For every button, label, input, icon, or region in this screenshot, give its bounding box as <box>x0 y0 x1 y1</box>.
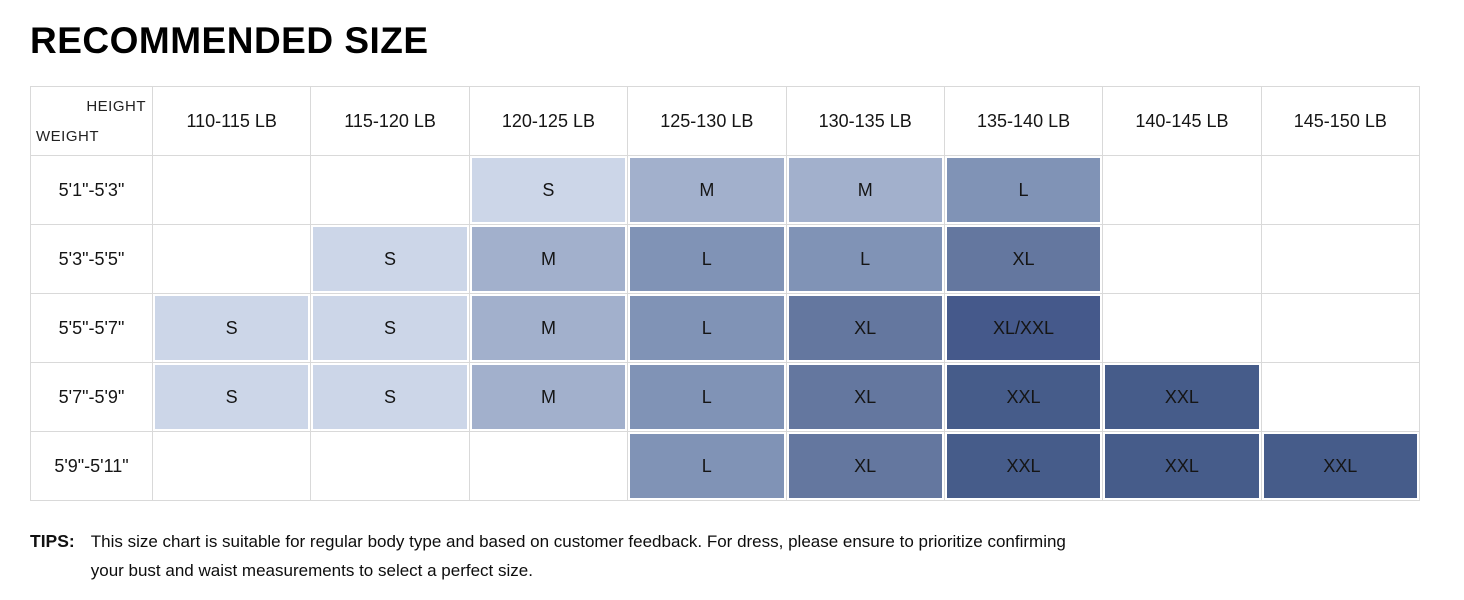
size-cell: S <box>151 362 312 432</box>
size-cell: XL <box>785 293 945 363</box>
size-cell: M <box>468 224 629 294</box>
tips-text: This size chart is suitable for regular … <box>91 527 1066 585</box>
row-header: 5'7"-5'9" <box>30 362 153 432</box>
table-row: 5'1"-5'3" S M M L <box>30 155 1421 225</box>
size-cell: S <box>310 362 470 432</box>
size-cell: XL <box>943 224 1104 294</box>
corner-weight-label: WEIGHT <box>36 128 99 145</box>
size-cell: L <box>785 224 945 294</box>
tips-line-2: your bust and waist measurements to sele… <box>90 561 533 580</box>
size-cell: XL/XXL <box>943 293 1104 363</box>
size-cell: XXL <box>1102 362 1262 432</box>
table-row: 5'9"-5'11" L XL XXL XXL XXL <box>30 431 1421 501</box>
table-header-row: HEIGHT WEIGHT 110-115 LB 115-120 LB 120-12… <box>30 86 1421 156</box>
page-title: RECOMMENDED SIZE <box>30 20 429 61</box>
size-cell: XL <box>785 362 945 432</box>
size-cell: XXL <box>1260 431 1421 501</box>
size-cell: M <box>468 293 629 363</box>
row-header: 5'1"-5'3" <box>30 155 153 225</box>
size-cell: M <box>468 362 629 432</box>
empty-cell <box>1260 155 1421 225</box>
size-cell: XXL <box>943 362 1104 432</box>
size-cell: XL <box>785 431 945 501</box>
table-row: 5'5"-5'7" S S M L XL XL/XXL <box>30 293 1421 363</box>
empty-cell <box>1260 293 1421 363</box>
column-header: 110-115 LB <box>151 86 312 156</box>
size-cell: M <box>785 155 945 225</box>
empty-cell <box>151 155 312 225</box>
empty-cell <box>151 431 312 501</box>
column-header: 135-140 LB <box>943 86 1104 156</box>
empty-cell <box>1260 224 1421 294</box>
tips-line-1: This size chart is suitable for regular … <box>90 532 1066 551</box>
size-cell: L <box>627 293 787 363</box>
size-chart-page: RECOMMENDED SIZE HEIGHT WEIGHT 110-115 L… <box>30 20 1434 585</box>
size-cell: XXL <box>1102 431 1262 501</box>
size-cell: L <box>627 224 787 294</box>
size-cell: S <box>151 293 312 363</box>
empty-cell <box>151 224 312 294</box>
table-row: 5'3"-5'5" S M L L XL <box>30 224 1421 294</box>
empty-cell <box>1260 362 1421 432</box>
column-header: 145-150 LB <box>1260 86 1421 156</box>
row-header: 5'5"-5'7" <box>30 293 153 363</box>
size-cell: XXL <box>943 431 1104 501</box>
column-header: 115-120 LB <box>310 86 470 156</box>
corner-height-label: HEIGHT <box>86 98 146 115</box>
column-header: 130-135 LB <box>785 86 945 156</box>
empty-cell <box>310 431 470 501</box>
empty-cell <box>310 155 470 225</box>
empty-cell <box>468 431 629 501</box>
empty-cell <box>1102 155 1262 225</box>
size-cell: S <box>310 293 470 363</box>
size-cell: M <box>627 155 787 225</box>
column-header: 125-130 LB <box>627 86 787 156</box>
size-cell: L <box>627 431 787 501</box>
column-header: 140-145 LB <box>1102 86 1262 156</box>
row-header: 5'3"-5'5" <box>30 224 153 294</box>
size-cell: L <box>627 362 787 432</box>
tips-label: TIPS: <box>30 531 75 551</box>
corner-cell: HEIGHT WEIGHT <box>30 86 153 156</box>
size-cell: S <box>310 224 470 294</box>
size-cell: L <box>943 155 1104 225</box>
size-chart-table: HEIGHT WEIGHT 110-115 LB 115-120 LB 120-12… <box>30 86 1421 501</box>
row-header: 5'9"-5'11" <box>30 431 153 501</box>
table-row: 5'7"-5'9" S S M L XL XXL XXL <box>30 362 1421 432</box>
empty-cell <box>1102 224 1262 294</box>
column-header: 120-125 LB <box>468 86 629 156</box>
empty-cell <box>1102 293 1262 363</box>
tips-section: TIPS: This size chart is suitable for re… <box>30 527 1434 585</box>
size-cell: S <box>468 155 629 225</box>
